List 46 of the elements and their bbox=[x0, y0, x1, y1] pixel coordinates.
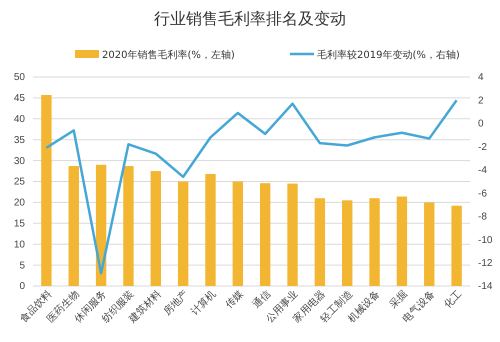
bar bbox=[342, 200, 352, 286]
y-tick-label: 45 bbox=[14, 93, 26, 104]
bar bbox=[205, 174, 216, 286]
bar bbox=[369, 198, 380, 286]
y-tick-label: 30 bbox=[14, 156, 26, 167]
y-tick-label: 50 bbox=[14, 72, 26, 84]
bar bbox=[314, 198, 326, 286]
x-tick-label: 计算机 bbox=[188, 288, 218, 318]
y2-tick-label: 0 bbox=[478, 118, 484, 130]
y-tick-label: 20 bbox=[14, 198, 26, 209]
y2-tick-label: -10 bbox=[478, 234, 493, 246]
y2-tick-label: -6 bbox=[478, 188, 488, 200]
x-tick-label: 化工 bbox=[442, 288, 464, 311]
bar bbox=[260, 183, 270, 286]
y-tick-label: 40 bbox=[14, 114, 26, 125]
y-tick-label: 5 bbox=[19, 260, 26, 272]
line-series bbox=[45, 98, 458, 274]
x-tick-label: 传媒 bbox=[224, 288, 246, 311]
chart-title: 行业销售毛利率排名及变动 bbox=[154, 9, 346, 28]
bar bbox=[178, 182, 188, 286]
legend-label: 2020年销售毛利率(%，左轴) bbox=[102, 49, 235, 61]
y2-tick-label: -4 bbox=[478, 165, 488, 176]
bar bbox=[150, 171, 161, 286]
bar bbox=[232, 182, 244, 286]
x-tick-label: 房地产 bbox=[161, 288, 191, 318]
y-tick-label: 35 bbox=[14, 134, 26, 146]
bar bbox=[396, 196, 408, 286]
x-tick-label: 通信 bbox=[250, 288, 273, 311]
y-tick-label: 25 bbox=[14, 176, 26, 188]
legend-label: 毛利率较2019年变动(%，右轴) bbox=[317, 49, 460, 61]
bar bbox=[424, 202, 434, 286]
y-tick-label: 10 bbox=[14, 239, 26, 250]
x-tick-label: 采掘 bbox=[387, 288, 410, 311]
y2-tick-label: -8 bbox=[478, 212, 488, 223]
bar bbox=[123, 166, 134, 286]
y2-tick-label: -2 bbox=[478, 142, 488, 153]
bar bbox=[287, 184, 298, 286]
y2-tick-label: -14 bbox=[478, 281, 493, 292]
bar bbox=[41, 94, 52, 286]
y-tick-label: 0 bbox=[19, 281, 26, 292]
y2-tick-label: 4 bbox=[478, 72, 484, 84]
y2-tick-label: -12 bbox=[478, 258, 493, 269]
y-tick-label: 15 bbox=[14, 218, 26, 230]
bar bbox=[68, 166, 79, 286]
y2-tick-label: 2 bbox=[478, 95, 484, 106]
bar bbox=[451, 206, 462, 286]
